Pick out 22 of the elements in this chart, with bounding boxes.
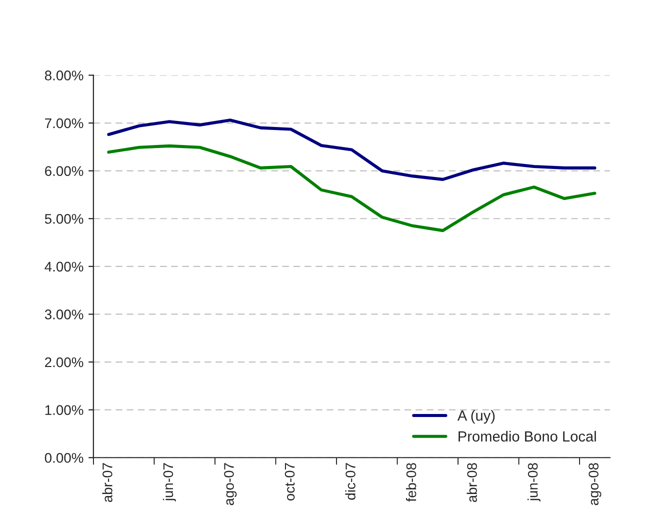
x-tick-label: dic-07 — [345, 463, 356, 500]
x-tick-label: ago-08 — [588, 463, 602, 506]
line-series — [107, 118, 596, 181]
x-tick-label: feb-08 — [406, 463, 416, 502]
legend-label: Promedio Bono Local — [458, 430, 596, 442]
legend-label: A (uy) — [457, 410, 495, 424]
x-tick-label: abr-08 — [466, 463, 477, 502]
y-tick-label: 5.00% — [44, 214, 84, 224]
y-tick-label: 7.00% — [45, 118, 84, 128]
y-tick-label: 2.00% — [45, 357, 84, 368]
x-tick-label: abr-07 — [102, 463, 112, 502]
y-tick-label: 4.00% — [44, 262, 84, 272]
x-tick-label: ago-07 — [224, 463, 237, 506]
y-tick-label: 3.00% — [44, 310, 84, 320]
x-tick-label: jun-07 — [162, 463, 176, 502]
y-tick-label: 1.00% — [45, 405, 84, 415]
line-series — [107, 144, 596, 232]
x-tick-label: oct-07 — [284, 463, 295, 500]
y-tick-label: 0.00% — [44, 452, 84, 463]
y-tick-label: 8.00% — [44, 70, 84, 80]
y-tick-label: 6.00% — [45, 166, 84, 176]
x-tick-label: jun-08 — [528, 463, 540, 502]
